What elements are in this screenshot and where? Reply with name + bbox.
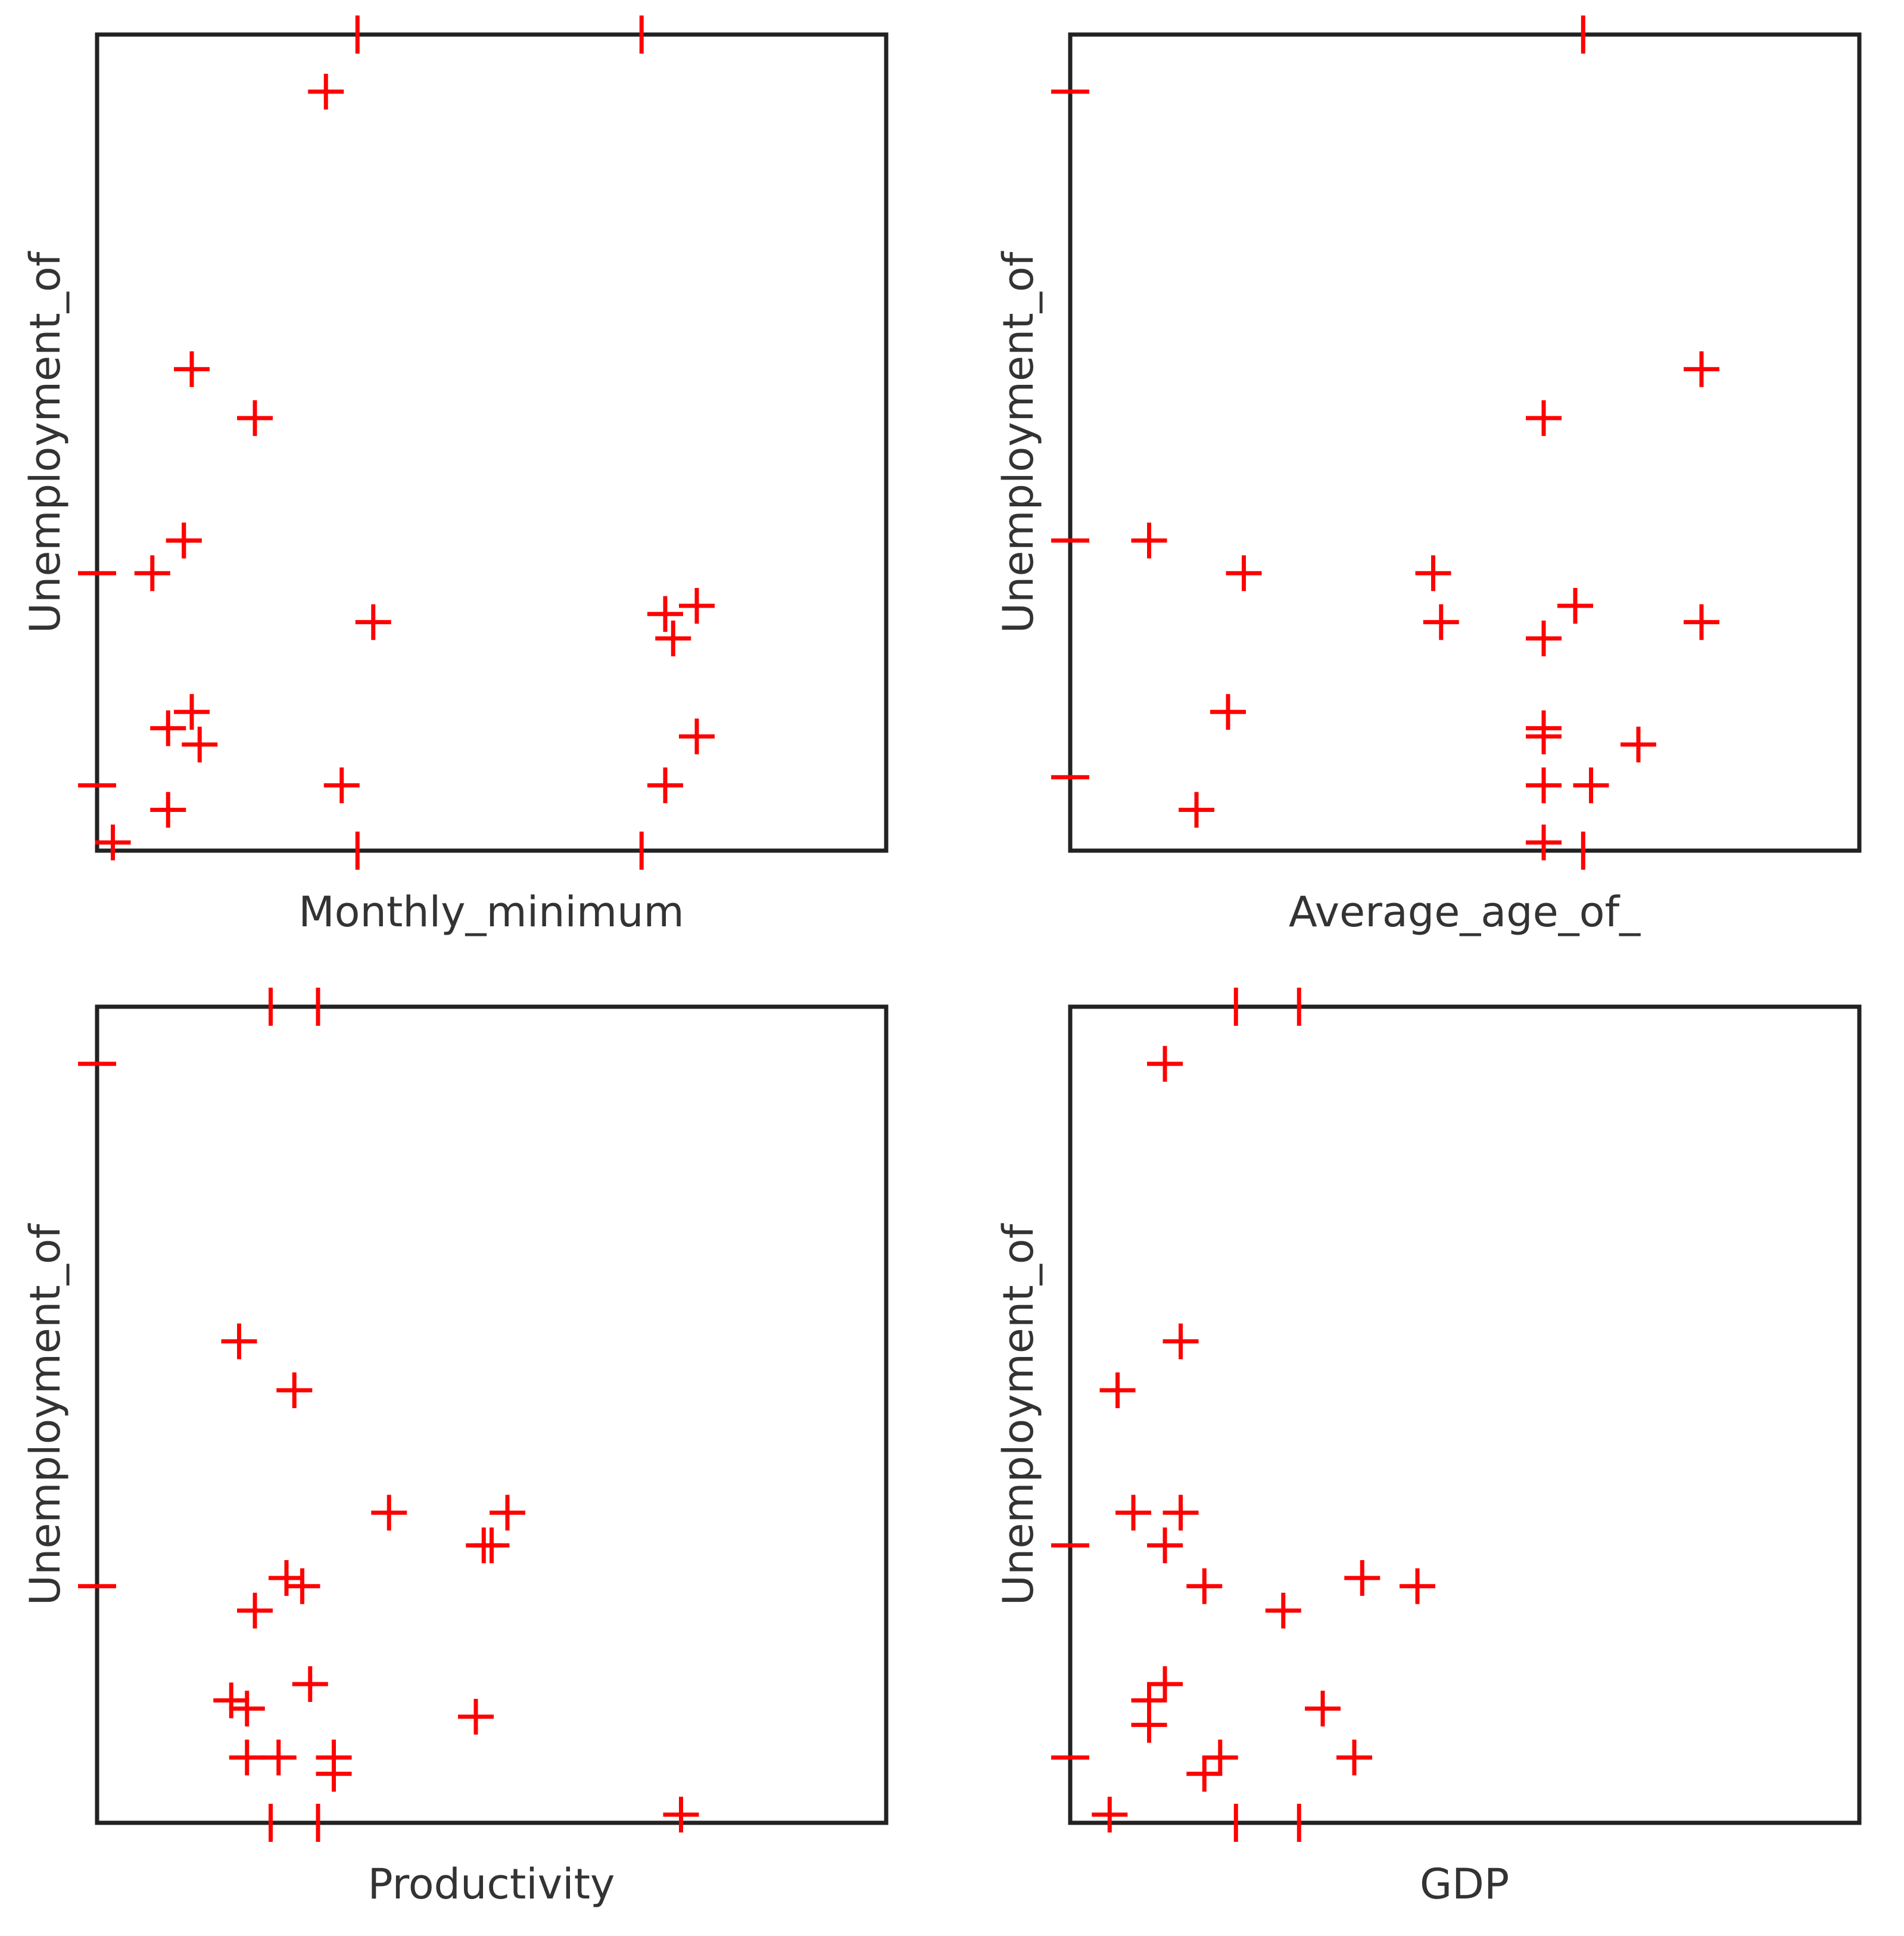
data-point bbox=[1573, 767, 1609, 804]
data-point bbox=[1684, 351, 1719, 387]
data-point bbox=[1131, 1707, 1167, 1743]
data-point bbox=[1526, 620, 1562, 656]
data-point bbox=[174, 351, 210, 387]
data-point bbox=[1131, 522, 1167, 559]
panel-average-age-of: Average_age_of_ Unemployment_of bbox=[994, 15, 1862, 936]
panel-productivity: Productivity Unemployment_of bbox=[21, 988, 889, 1909]
data-point bbox=[1305, 1691, 1341, 1727]
scatter-points bbox=[213, 1323, 699, 1833]
data-point bbox=[1265, 1592, 1301, 1629]
data-point bbox=[663, 1797, 699, 1833]
y-axis-label: Unemployment_of bbox=[994, 251, 1043, 633]
data-point bbox=[1526, 718, 1562, 755]
scatter-points bbox=[1092, 1045, 1435, 1833]
data-point bbox=[213, 1682, 250, 1719]
data-point bbox=[1621, 726, 1656, 762]
data-point bbox=[229, 1739, 265, 1776]
data-point bbox=[1147, 1527, 1183, 1564]
data-point bbox=[269, 1560, 304, 1596]
data-point bbox=[466, 1527, 502, 1564]
data-point bbox=[308, 73, 344, 110]
plot-frame bbox=[95, 1004, 889, 1825]
data-point bbox=[1415, 555, 1451, 592]
margin-ticks bbox=[1051, 988, 1301, 1842]
data-point bbox=[1179, 792, 1214, 828]
x-axis-label: Average_age_of_ bbox=[1289, 888, 1641, 936]
data-point bbox=[221, 1323, 257, 1359]
data-point bbox=[679, 588, 715, 624]
x-axis-label: Monthly_minimum bbox=[298, 888, 684, 936]
margin-ticks bbox=[1051, 15, 1585, 870]
data-point bbox=[237, 400, 273, 436]
scatter-points bbox=[95, 73, 715, 861]
data-point bbox=[1202, 1739, 1238, 1776]
data-point bbox=[355, 604, 391, 640]
data-point bbox=[1400, 1568, 1435, 1604]
scatter-points bbox=[1131, 351, 1719, 861]
plot-frame bbox=[95, 32, 889, 853]
data-point bbox=[490, 1495, 525, 1531]
y-axis-label: Unemployment_of bbox=[21, 1223, 70, 1605]
data-point bbox=[1186, 1568, 1223, 1604]
data-point bbox=[1557, 588, 1593, 624]
data-point bbox=[1526, 400, 1562, 436]
plot-frame bbox=[1068, 32, 1862, 853]
data-point bbox=[1423, 604, 1459, 640]
data-point bbox=[276, 1372, 313, 1408]
data-point bbox=[182, 726, 218, 762]
data-point bbox=[1099, 1372, 1136, 1408]
y-axis-label: Unemployment_of bbox=[21, 251, 70, 633]
data-point bbox=[1210, 694, 1246, 730]
data-point bbox=[150, 792, 186, 828]
panel-monthly-minimum: Monthly_minimum Unemployment_of bbox=[21, 15, 889, 936]
data-point bbox=[1147, 1666, 1183, 1702]
data-point bbox=[1092, 1797, 1128, 1833]
x-axis-label: GDP bbox=[1420, 1860, 1509, 1909]
data-point bbox=[1684, 604, 1719, 640]
data-point bbox=[229, 1691, 265, 1727]
data-point bbox=[1526, 824, 1562, 861]
data-point bbox=[1115, 1495, 1151, 1531]
data-point bbox=[260, 1739, 297, 1776]
data-point bbox=[1186, 1756, 1223, 1792]
margin-ticks bbox=[78, 15, 644, 870]
data-point bbox=[174, 694, 210, 730]
data-point bbox=[1147, 1045, 1183, 1082]
data-point bbox=[458, 1698, 494, 1735]
data-point bbox=[1226, 555, 1262, 592]
data-point bbox=[1344, 1560, 1381, 1596]
data-point bbox=[316, 1756, 352, 1792]
panel-gdp: GDP Unemployment_of bbox=[994, 988, 1862, 1909]
data-point bbox=[237, 1592, 273, 1629]
data-point bbox=[134, 555, 170, 592]
data-point bbox=[166, 522, 202, 559]
data-point bbox=[1526, 767, 1562, 804]
data-point bbox=[1163, 1495, 1199, 1531]
data-point bbox=[1163, 1323, 1199, 1359]
data-point bbox=[371, 1495, 407, 1531]
data-point bbox=[647, 596, 683, 632]
plot-frame bbox=[1068, 1004, 1862, 1825]
margin-ticks bbox=[78, 988, 320, 1842]
data-point bbox=[150, 710, 186, 746]
data-point bbox=[679, 718, 715, 755]
data-point bbox=[292, 1666, 328, 1702]
data-point bbox=[95, 824, 131, 861]
data-point bbox=[284, 1568, 320, 1604]
x-axis-label: Productivity bbox=[368, 1860, 615, 1909]
data-point bbox=[1336, 1739, 1372, 1776]
y-axis-label: Unemployment_of bbox=[994, 1223, 1043, 1605]
data-point bbox=[655, 620, 691, 656]
data-point bbox=[647, 767, 683, 804]
data-point bbox=[323, 767, 360, 804]
